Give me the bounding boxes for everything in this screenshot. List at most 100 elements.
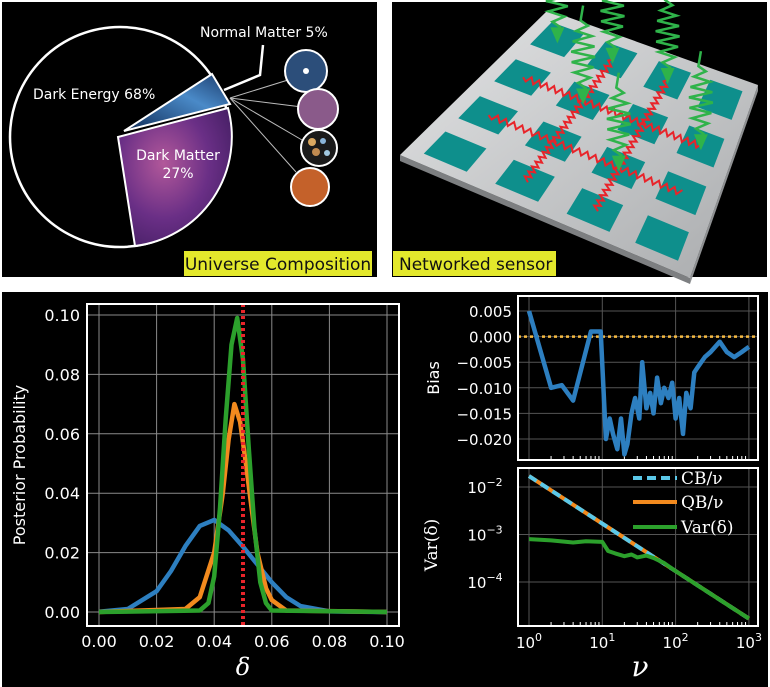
entanglement-link [642, 122, 703, 150]
arrow-down-icon [660, 68, 675, 85]
series-lines [527, 474, 750, 621]
bias-line [526, 310, 751, 457]
entanglement-link [522, 140, 555, 183]
normal-matter-leader-line [223, 44, 265, 92]
universe-caption: Universe Composition [185, 255, 371, 275]
bias-chart: 0.005 0.000 −0.005 −0.010 −0.015 −0.020 Bias [424, 295, 759, 461]
x-tick-labels: 0.00 0.02 0.04 0.06 0.08 0.10 [81, 632, 405, 651]
sensor-pad [458, 96, 518, 135]
entanglement-link [617, 166, 683, 196]
series-lines [98, 304, 388, 626]
posterior-blue-line [98, 517, 388, 615]
x-tick-label: 0.10 [369, 632, 405, 651]
variance-chart: 100 101 102 103 10−2 10−3 10−4 CB/ν QB/ν Var(δ)… [422, 467, 762, 683]
sensor-signals [544, 0, 715, 172]
y-tick-label: 0.000 [469, 329, 512, 347]
x-tick-label: 0.04 [196, 632, 232, 651]
plot-frame [517, 295, 759, 461]
arrow-down-icon [576, 88, 591, 105]
y-tick-label: −0.010 [456, 380, 512, 398]
x-tick-label: 0.00 [81, 632, 117, 651]
y-axis-label: Var(δ) [422, 519, 442, 572]
y-tick-label: −0.020 [456, 431, 512, 449]
legend-label: CB/ν [681, 469, 723, 489]
y-tick-labels: 0.00 0.02 0.04 0.06 0.08 0.10 [44, 306, 80, 622]
x-tick-label: 0.02 [139, 632, 175, 651]
arrow-down-icon [605, 47, 620, 64]
x-tick-label: 101 [589, 631, 615, 652]
posterior-chart: 0.00 0.02 0.04 0.06 0.08 0.10 0.000.020.040.0… [10, 303, 405, 681]
y-tick-label: −0.005 [456, 354, 512, 372]
dark-matter-label: Dark Matter [136, 148, 220, 164]
universe-composition-panel: Normal Matter 5% Dark Energy 68% Dark Ma… [2, 2, 377, 277]
pie-dark-matter [116, 106, 233, 248]
arrow-down-icon [550, 27, 565, 44]
galaxy-image-icon [297, 88, 339, 130]
sensor-pad [635, 215, 689, 261]
posterior-green-line [98, 315, 388, 615]
signal-wave-icon [605, 72, 633, 163]
x-axis-label: δ [236, 653, 250, 681]
x-tick-label: 103 [736, 631, 762, 652]
sensor-pad [655, 171, 707, 216]
sensor-caption-box [393, 251, 556, 276]
inset-leader-lines [229, 79, 303, 173]
y-tick-label: 0.08 [44, 365, 80, 384]
y-tick-label: −0.015 [456, 405, 512, 423]
y-tick-label: 10−4 [467, 571, 502, 592]
plate-edge-right [690, 85, 758, 284]
plot-frame [517, 467, 759, 627]
signal-wave-icon [599, 0, 625, 55]
entanglement-link [640, 79, 670, 126]
networked-sensor-panel: Networked sensor [392, 0, 767, 284]
y-tick-label: 0.02 [44, 544, 80, 563]
y-tick-label: 0.06 [44, 425, 80, 444]
x-tick-label: 0.06 [254, 632, 290, 651]
signal-wave-icon [687, 51, 715, 141]
plate-edge [400, 155, 690, 284]
y-tick-label: 0.005 [469, 303, 512, 321]
cmb-image-icon [290, 167, 330, 207]
planets-image-icon [300, 129, 338, 167]
x-tick-labels: 100 101 102 103 [516, 631, 762, 652]
y-tick-label: 0.04 [44, 484, 80, 503]
x-tick-label: 100 [516, 631, 542, 652]
sensor-pad [423, 131, 487, 172]
planet-dots [308, 138, 330, 156]
star-point-icon [303, 68, 309, 74]
signal-wave-icon [569, 5, 597, 95]
y-axis-label: Bias [424, 361, 443, 395]
x-axis-label: ν [631, 650, 648, 683]
pie-normal-matter [123, 72, 232, 132]
y-axis-label: Posterior Probability [10, 385, 29, 545]
sensor-pads [423, 22, 743, 261]
signal-wave-icon [544, 0, 569, 34]
entanglement-link [592, 166, 621, 212]
entanglement-link [522, 75, 585, 104]
sensor-pad [697, 79, 743, 120]
sensor-pad [566, 188, 624, 232]
y-tick-labels: 0.005 0.000 −0.005 −0.010 −0.015 −0.020 [456, 303, 512, 449]
bottom-panel-background [2, 292, 768, 687]
arrow-down-icon [693, 134, 708, 151]
x-tick-label: 102 [663, 631, 689, 652]
y-tick-label: 10−2 [467, 476, 502, 497]
series-lines [518, 310, 758, 457]
y-tick-label: 0.10 [44, 306, 80, 325]
x-tick-label: 0.08 [312, 632, 348, 651]
y-tick-label: 10−3 [467, 524, 502, 545]
normal-matter-label: Normal Matter 5% [200, 25, 328, 41]
sensor-pad [494, 59, 551, 96]
variance-line [528, 537, 750, 621]
y-tick-labels: 10−2 10−3 10−4 [467, 476, 502, 592]
legend: CB/ν QB/ν Var(δ) [633, 469, 733, 538]
legend-label: Var(δ) [680, 518, 733, 538]
universe-caption-box [184, 251, 372, 276]
legend-label: QB/ν [681, 493, 724, 513]
plot-frame [86, 303, 400, 627]
sensor-pad [495, 159, 555, 202]
arrow-down-icon [611, 155, 626, 172]
y-tick-label: 0.00 [44, 603, 80, 622]
entanglement-link [487, 113, 556, 145]
